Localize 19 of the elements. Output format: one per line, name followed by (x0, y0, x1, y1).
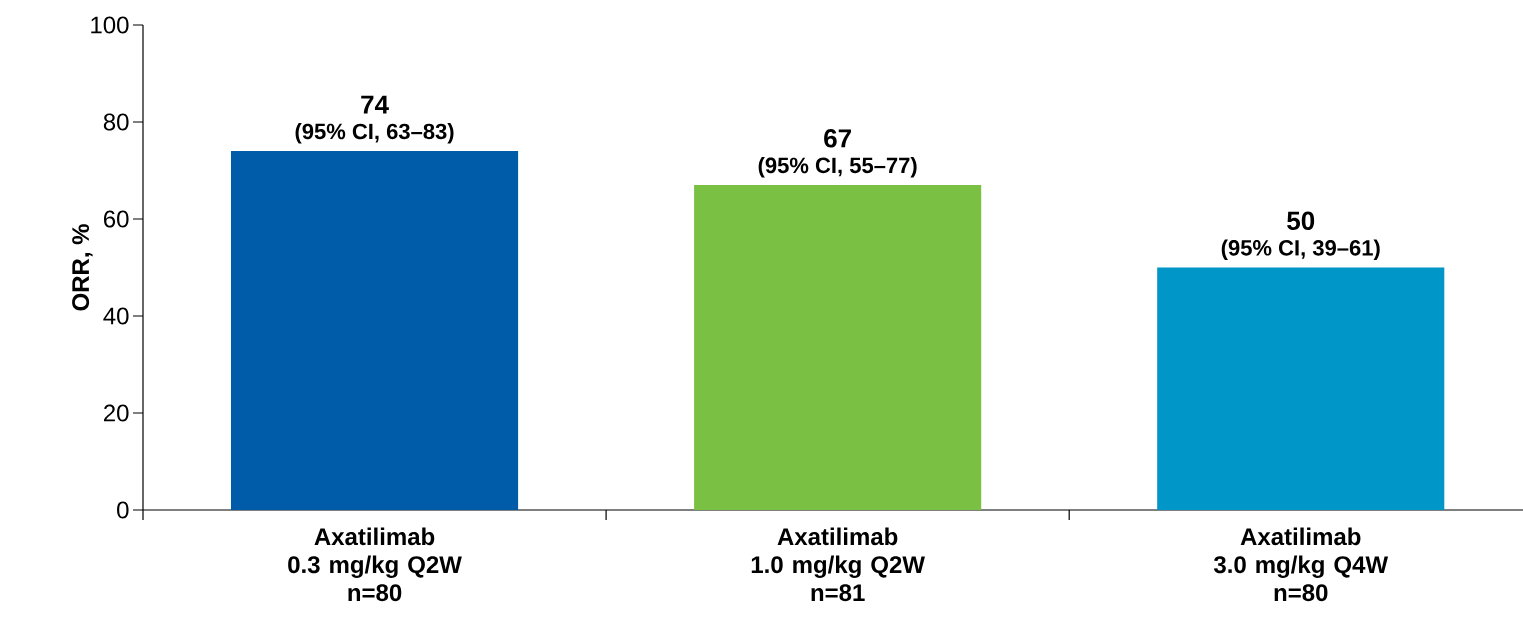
y-tick-label: 100 (91, 16, 129, 34)
y-tick-label: 20 (103, 404, 129, 422)
data-label: 50 (1287, 211, 1315, 230)
data-label: 74 (361, 95, 389, 114)
y-tick-label: 60 (104, 210, 129, 228)
data-label: 67 (824, 129, 851, 148)
x-tick-label: Axatilimab 3.0 mg/kg Q4W n=80 (1213, 527, 1389, 602)
x-tick-label: Axatilimab 0.3 mg/kg Q2W n=80 (288, 527, 462, 602)
bar (1157, 267, 1445, 510)
annotation: (95% CI, 55–77) (758, 157, 917, 178)
y-tick-label: 0 (117, 501, 129, 519)
y-axis-title: ORR, % (72, 224, 93, 311)
x-tick-label: Axatilimab 1.0 mg/kg Q2W n=81 (751, 527, 925, 602)
annotation: (95% CI, 63–83) (295, 123, 454, 144)
annotation: (95% CI, 39–61) (1221, 239, 1380, 260)
bar (694, 185, 982, 510)
bar (230, 151, 519, 510)
y-tick-label: 80 (103, 113, 129, 131)
y-tick-label: 40 (103, 307, 129, 325)
